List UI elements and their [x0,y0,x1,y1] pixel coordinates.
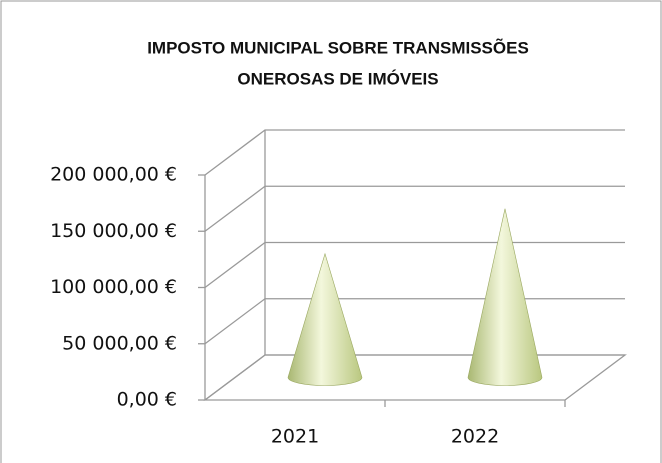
cone [287,252,363,386]
floor [203,354,627,401]
grid-line [204,241,625,289]
cone [467,208,543,386]
y-tick-label: 150 000,00 € [50,220,177,242]
y-tick-label: 100 000,00 € [50,276,177,298]
y-tick-label: 0,00 € [117,389,177,411]
chart-title: ONEROSAS DE IMÓVEIS [237,69,438,88]
grid-line [204,298,625,345]
x-tick-label: 2021 [271,426,319,448]
y-tick-label: 50 000,00 € [62,332,177,354]
y-tick-label: 200 000,00 € [50,164,177,186]
grid-line [204,185,625,232]
grid-line [204,129,625,176]
chart-title: IMPOSTO MUNICIPAL SOBRE TRANSMISSÕES [147,37,529,57]
x-tick-label: 2022 [451,426,499,448]
grid-line [204,354,625,401]
